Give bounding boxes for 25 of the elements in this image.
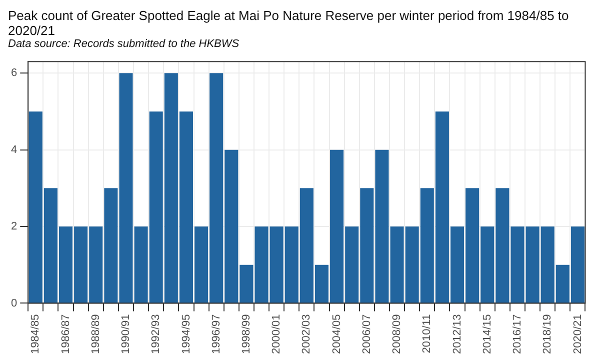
x-tick-label: 1994/95 [180, 314, 192, 354]
x-tick-label: 1990/91 [120, 314, 132, 354]
x-tick-label: 1996/97 [210, 314, 222, 354]
x-tick-label: 1988/89 [90, 314, 102, 354]
x-tick-label: 2010/11 [421, 314, 434, 354]
y-tick-label: 6 [10, 67, 18, 80]
y-tick-label: 0 [10, 297, 18, 310]
x-tick-label: 1984/85 [30, 314, 42, 354]
x-tick-label: 2006/07 [360, 314, 373, 354]
x-tick-label: 1992/93 [150, 314, 162, 354]
x-tick-label: 1986/87 [60, 314, 72, 354]
x-tick-label: 2004/05 [330, 314, 343, 354]
x-tick-label: 1998/99 [240, 314, 252, 354]
chart-title: Peak count of Greater Spotted Eagle at Mai Po Nature Reserve per winter period from 1984/85 to 2020/21 [8, 8, 570, 38]
x-tick-label: 2000/01 [270, 314, 283, 354]
x-tick-label: 2018/19 [542, 314, 554, 354]
y-tick-label: 2 [10, 220, 18, 233]
y-tick-label: 4 [10, 144, 18, 156]
x-tick-label: 2002/03 [300, 314, 313, 354]
x-tick-label: 2020/21 [572, 314, 584, 354]
x-tick-label: 2008/09 [391, 314, 404, 354]
x-tick-label: 2014/15 [481, 314, 494, 354]
chart-subtitle: Data source: Records submitted to the HKBWS [8, 38, 240, 50]
x-tick-label: 2016/17 [512, 314, 524, 354]
x-tick-label: 2012/13 [451, 314, 464, 354]
